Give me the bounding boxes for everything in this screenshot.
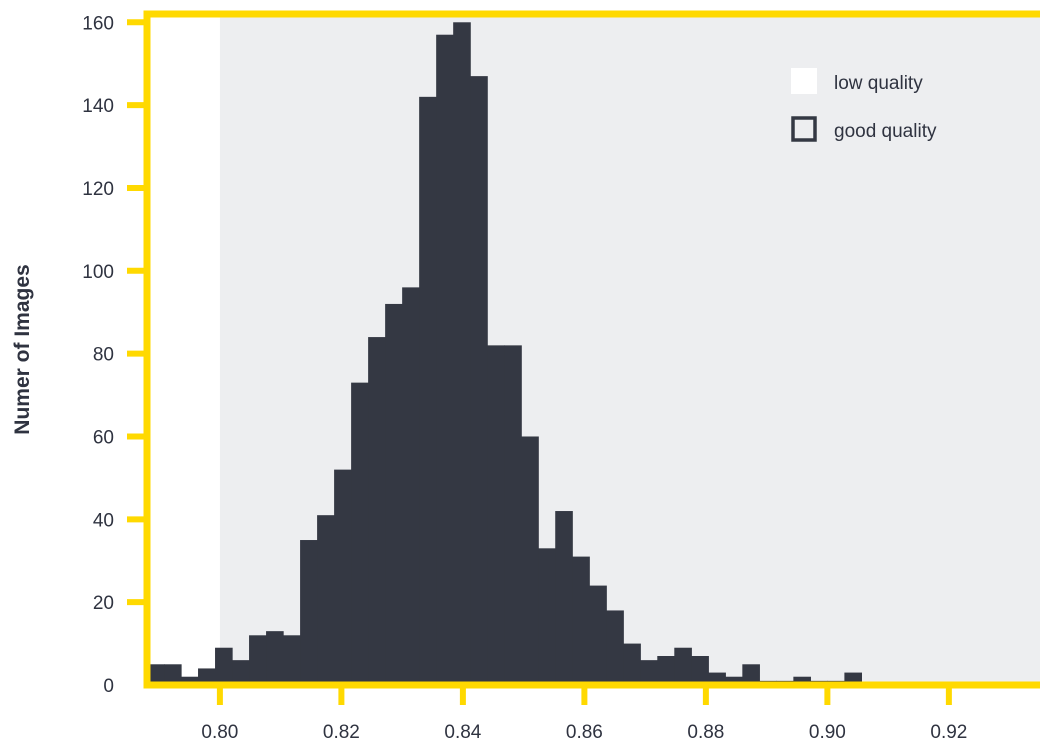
histogram-bar: [300, 540, 318, 685]
histogram-bar: [470, 76, 488, 685]
x-tick-label: 0.86: [566, 722, 603, 743]
x-tick-label: 0.90: [809, 722, 846, 743]
histogram-bar: [555, 511, 573, 685]
histogram-bar: [368, 337, 386, 685]
histogram-bar: [793, 676, 811, 685]
y-tick-label: 40: [93, 510, 114, 531]
histogram-bar: [181, 676, 199, 685]
histogram-bar: [147, 664, 165, 685]
histogram-bar: [249, 635, 267, 685]
histogram-bar: [725, 676, 743, 685]
histogram-bar: [572, 556, 590, 685]
histogram-bars: [147, 22, 862, 686]
histogram-bar: [232, 660, 250, 685]
x-tick-label: 0.82: [323, 722, 360, 743]
legend-label-good-quality: good quality: [834, 121, 937, 142]
histogram-bar: [198, 668, 216, 685]
histogram-bar: [402, 287, 420, 685]
y-tick-label: 160: [82, 13, 114, 34]
y-tick-label: 20: [93, 593, 114, 614]
histogram-bar: [283, 635, 301, 685]
histogram-bar: [487, 345, 505, 685]
histogram-bar: [215, 647, 233, 685]
histogram-bar: [164, 664, 182, 685]
x-tick-label: 0.84: [444, 722, 481, 743]
histogram-bar: [385, 303, 403, 685]
legend-swatch-low-quality: [791, 68, 817, 94]
y-tick-label: 120: [82, 179, 114, 200]
plot-frame: [143, 10, 1040, 689]
y-tick-label: 60: [93, 427, 114, 448]
histogram-bar: [351, 382, 369, 685]
y-tick-label: 100: [82, 262, 114, 283]
plot-border: [143, 10, 1040, 689]
x-axis-ticks: 0.80 0.82 0.84 0.86 0.88 0.90 0.92: [201, 685, 967, 743]
legend: low quality good quality: [791, 68, 937, 142]
histogram-bar: [521, 436, 539, 685]
histogram-bar: [606, 610, 624, 685]
histogram-bar: [419, 96, 437, 686]
y-tick-label: 80: [93, 345, 114, 366]
y-tick-label: 0: [103, 676, 114, 697]
histogram-bar: [674, 647, 692, 685]
low-quality-region: [147, 14, 220, 685]
histogram-bar: [317, 515, 335, 685]
legend-label-low-quality: low quality: [834, 73, 923, 94]
x-tick-label: 0.80: [201, 722, 238, 743]
y-axis-ticks: 0 20 40 60 80 100 120 140 160: [82, 13, 147, 697]
histogram-bar: [504, 345, 522, 685]
histogram-bar: [266, 631, 284, 685]
histogram-bar: [742, 664, 760, 685]
histogram-bar: [589, 585, 607, 685]
histogram-bar: [640, 660, 658, 685]
legend-swatch-good-quality: [791, 116, 817, 142]
plot-area: [147, 14, 1040, 685]
histogram-bar: [623, 643, 641, 685]
plot-background: [147, 14, 1040, 685]
x-tick-label: 0.88: [687, 722, 724, 743]
histogram-bar: [334, 469, 352, 685]
y-tick-label: 140: [82, 96, 114, 117]
histogram-bar: [436, 34, 454, 685]
x-tick-label: 0.92: [930, 722, 967, 743]
histogram-bar: [691, 656, 709, 685]
histogram-bar: [657, 656, 675, 685]
histogram-bar: [538, 548, 556, 685]
y-axis-title: Numer of Images: [11, 264, 34, 434]
histogram-bar: [453, 22, 471, 686]
